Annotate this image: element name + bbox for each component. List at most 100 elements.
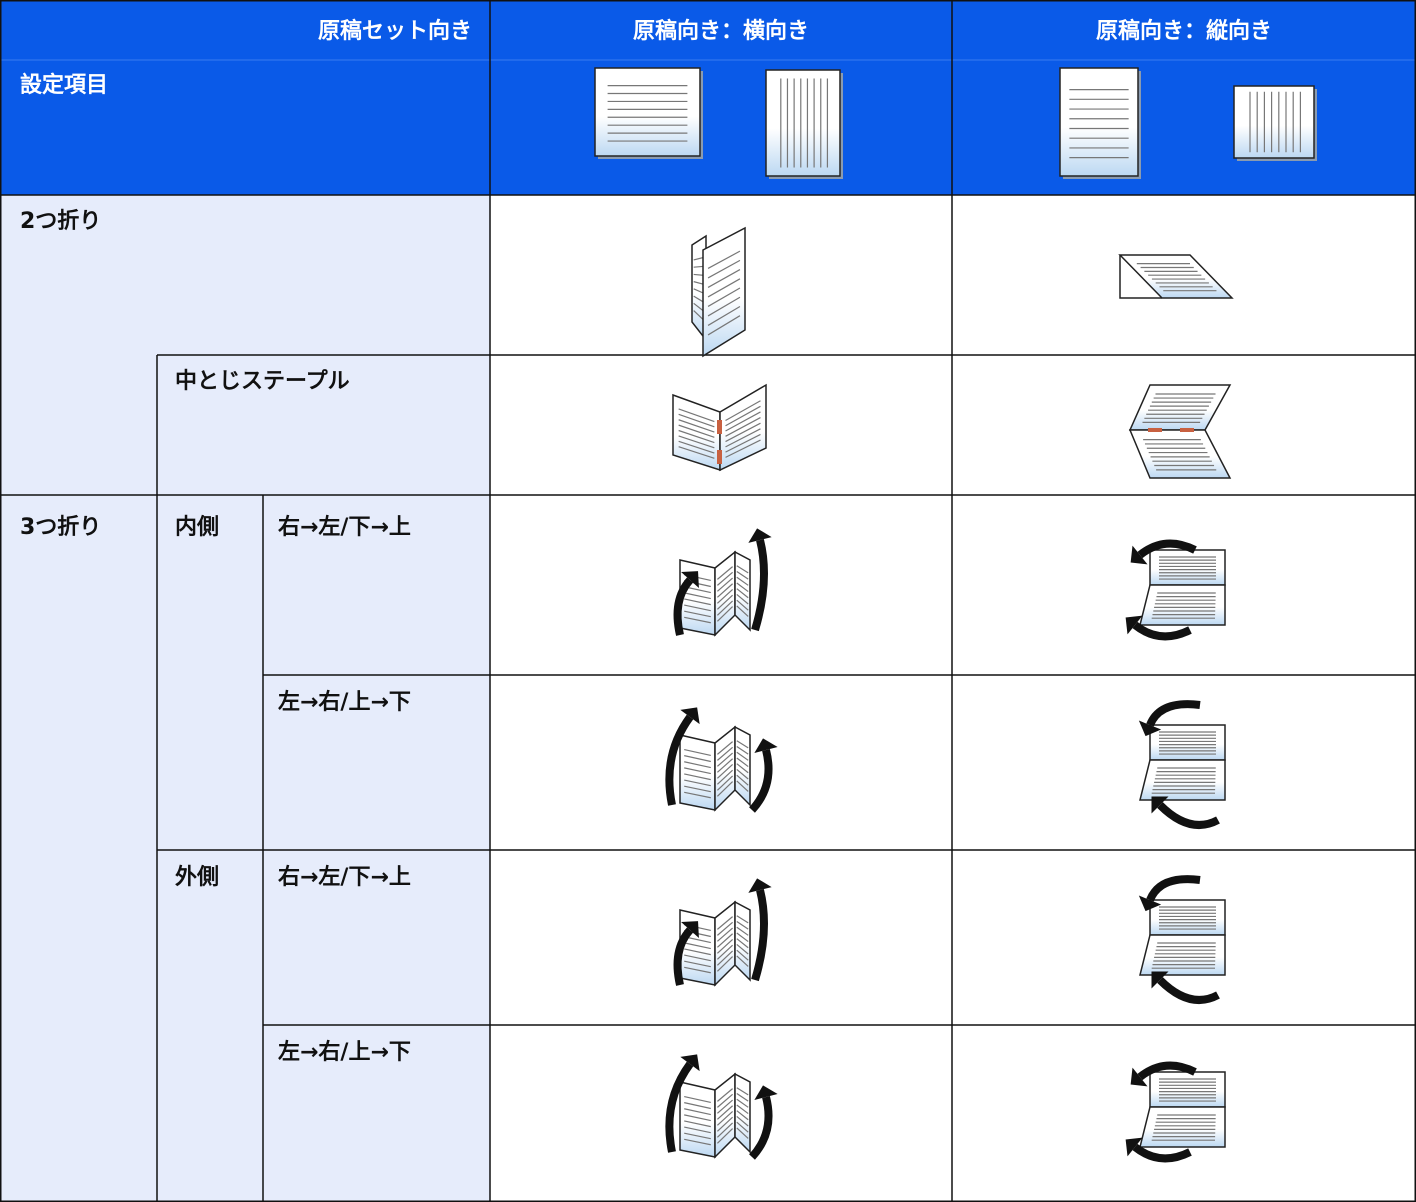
rule xyxy=(717,752,733,767)
rule xyxy=(717,1099,733,1114)
rule xyxy=(717,916,733,930)
rule xyxy=(707,259,741,279)
arrow-head xyxy=(1151,971,1169,989)
panel xyxy=(1139,584,1226,626)
arrow-head xyxy=(1130,1067,1148,1087)
rule xyxy=(684,785,711,793)
arrow xyxy=(1157,802,1220,829)
panel xyxy=(714,900,736,987)
rule xyxy=(678,440,715,454)
icons xyxy=(594,67,1317,1163)
panel xyxy=(714,550,736,637)
rule xyxy=(707,315,741,336)
rule xyxy=(736,926,749,936)
rule xyxy=(717,571,733,586)
panel xyxy=(594,67,701,157)
panel xyxy=(1139,759,1226,801)
arrow-head xyxy=(754,1085,778,1100)
rule xyxy=(716,1116,734,1132)
header-label: 原稿セット向き xyxy=(318,18,472,44)
rule xyxy=(684,1108,711,1116)
rule xyxy=(717,583,733,598)
rule xyxy=(717,577,733,592)
arrow-head xyxy=(680,1054,700,1072)
panel xyxy=(1233,85,1315,159)
rule xyxy=(716,769,734,785)
arrow-head xyxy=(1130,545,1148,565)
rule xyxy=(684,948,711,956)
rule xyxy=(736,757,749,768)
arrow xyxy=(673,927,694,986)
fold-edge xyxy=(1119,255,1162,299)
row-label: 中とじステープル xyxy=(175,369,350,394)
rule xyxy=(725,411,761,432)
staple xyxy=(1148,428,1162,432)
label-bg xyxy=(0,195,490,1202)
arrow-head xyxy=(748,528,772,543)
rule xyxy=(684,1120,711,1128)
rule xyxy=(678,413,715,428)
column-title: 原稿向き：縦向き xyxy=(1096,18,1272,44)
rule xyxy=(725,439,761,458)
rule xyxy=(684,942,711,950)
panel xyxy=(1139,1106,1226,1148)
rule xyxy=(716,956,734,972)
rule xyxy=(716,944,734,960)
rule xyxy=(716,589,734,604)
rule xyxy=(736,943,749,955)
panel xyxy=(1149,724,1226,761)
rule xyxy=(684,779,711,787)
header-bg xyxy=(0,0,1416,195)
rule xyxy=(736,605,749,617)
arrow-head xyxy=(680,707,700,725)
rule xyxy=(684,755,711,763)
rule xyxy=(736,1110,749,1121)
rule xyxy=(707,250,741,269)
arrow-head xyxy=(1125,1137,1143,1157)
rule xyxy=(736,593,749,605)
panel xyxy=(714,1072,736,1159)
arrow-head xyxy=(1138,720,1162,737)
rule xyxy=(736,588,749,599)
rule xyxy=(736,949,749,961)
rule xyxy=(716,781,734,797)
rule xyxy=(736,1104,749,1115)
arrow xyxy=(1137,1061,1197,1081)
arrow-head xyxy=(748,878,772,893)
rule xyxy=(717,1093,733,1108)
arrow xyxy=(1132,1143,1192,1163)
rule xyxy=(736,1115,749,1127)
rule xyxy=(725,417,761,437)
rule xyxy=(678,446,715,459)
rule xyxy=(678,419,715,433)
rule xyxy=(684,791,711,799)
arrow xyxy=(1146,875,1201,902)
rule xyxy=(684,1114,711,1122)
rule xyxy=(736,920,749,930)
arrow xyxy=(1146,700,1201,727)
panel xyxy=(765,69,841,177)
panel xyxy=(672,393,721,472)
panel xyxy=(1149,1071,1226,1108)
panel xyxy=(1059,67,1139,177)
rule xyxy=(684,610,711,618)
rule xyxy=(716,600,734,616)
rule xyxy=(684,1095,711,1104)
rule xyxy=(717,741,733,755)
panel xyxy=(679,1081,716,1158)
column-title: 原稿向き：横向き xyxy=(633,18,809,44)
row-label: 左→右/上→下 xyxy=(278,1039,411,1065)
rule xyxy=(684,1138,711,1146)
rule xyxy=(678,424,715,438)
arrow xyxy=(1137,539,1197,559)
arrow xyxy=(748,1096,773,1160)
rule xyxy=(717,1105,733,1120)
rule xyxy=(736,582,749,593)
rule xyxy=(736,576,749,586)
arrow xyxy=(1132,621,1192,641)
rule xyxy=(736,740,749,749)
rule xyxy=(736,570,749,580)
panel xyxy=(1118,254,1234,299)
row-label: 外側 xyxy=(175,864,219,890)
